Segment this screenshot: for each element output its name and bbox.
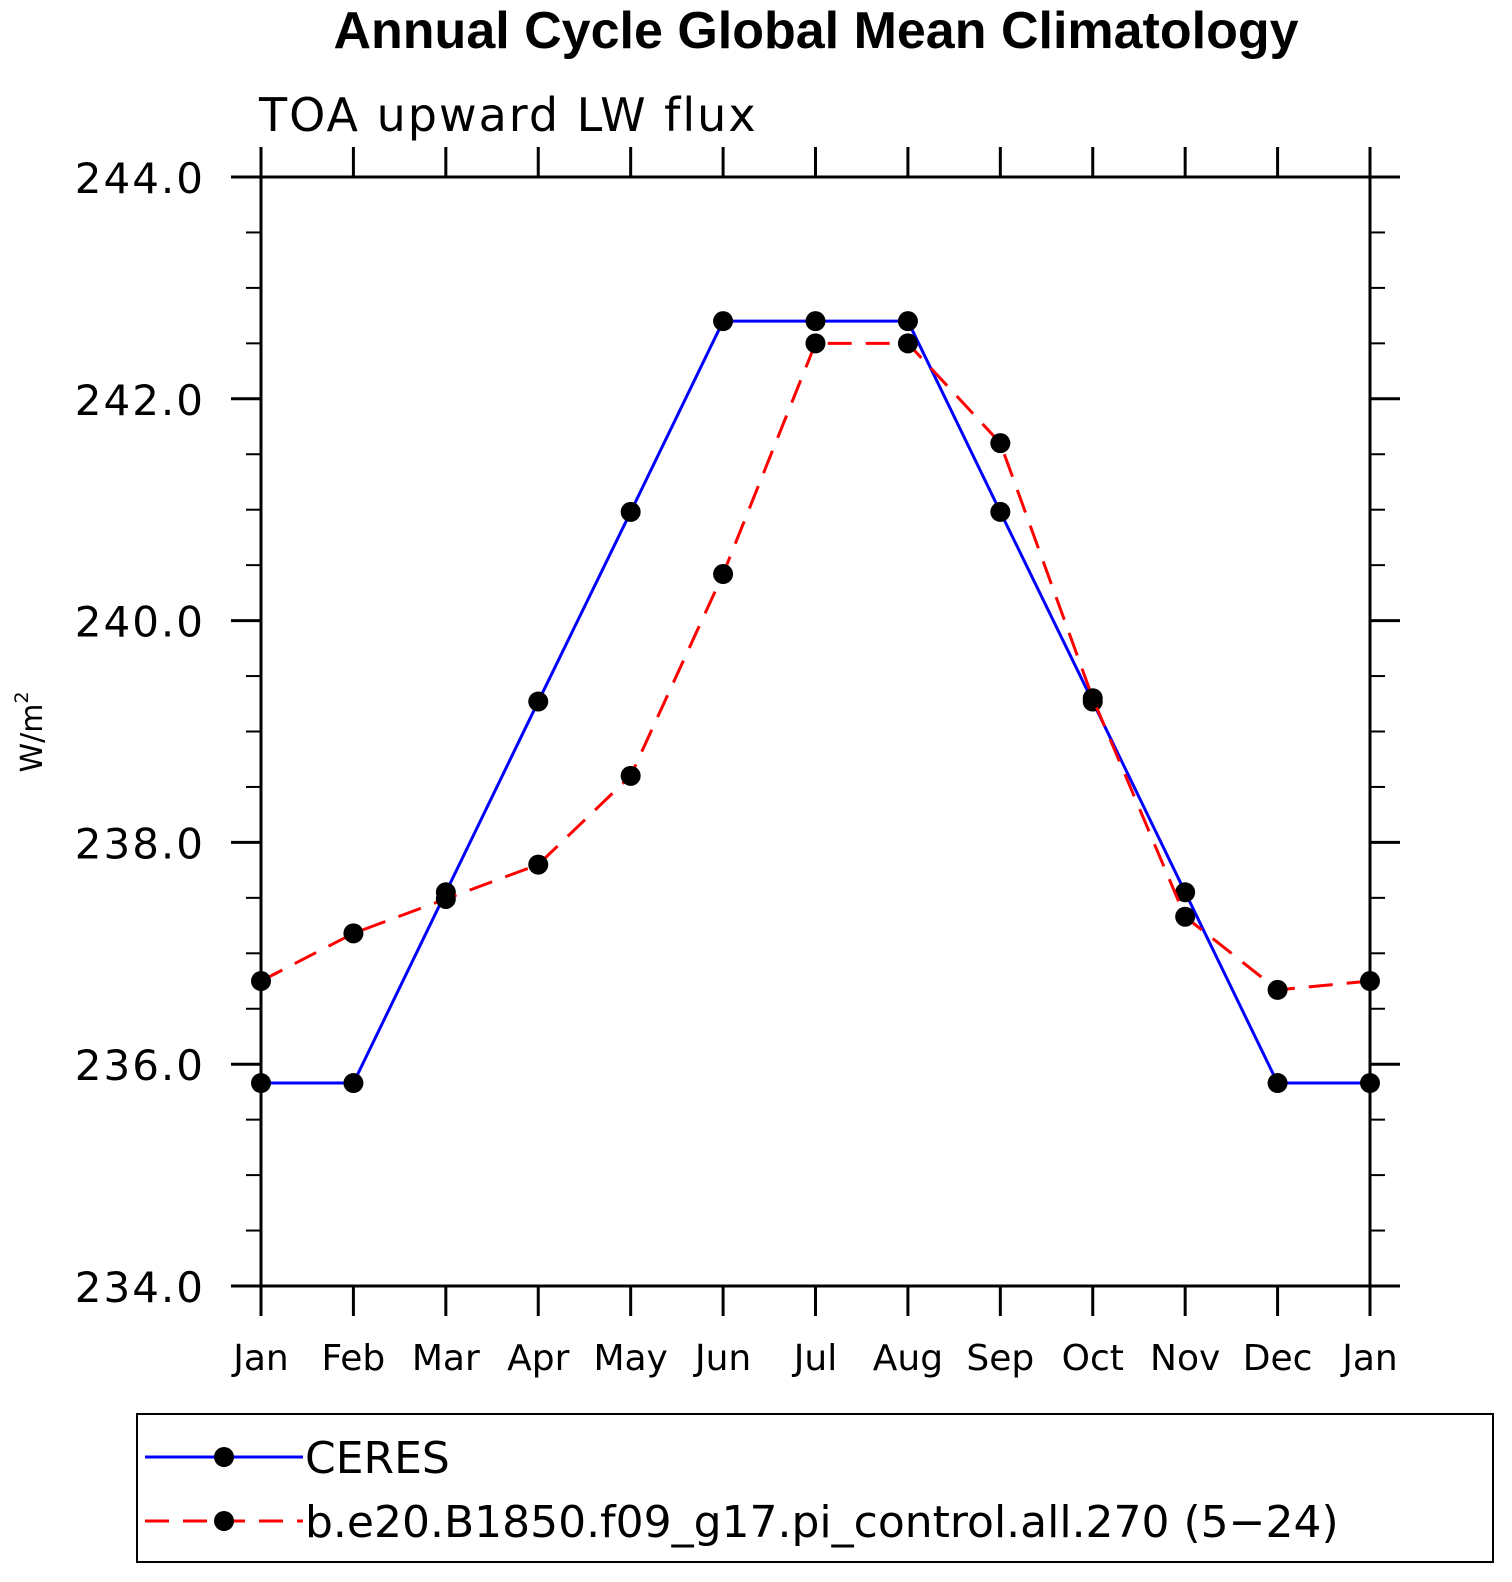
series-2-point (528, 854, 549, 875)
x-tick-label: Mar (412, 1338, 480, 1379)
series-2-point (1267, 979, 1288, 1000)
axis-ticks (231, 147, 1400, 1316)
tick-labels: 234.0 236.0 238.0 240.0 242.0 244.0 Jan Feb Mar A… (75, 154, 1398, 1379)
y-axis-label: W/m2 (11, 691, 50, 772)
x-tick-label: Nov (1150, 1338, 1220, 1379)
series-1-point (620, 501, 641, 522)
legend-label-1: CERES (305, 1433, 450, 1484)
x-tick-label: Aug (873, 1338, 943, 1379)
y-axis-label-text: W/m (15, 704, 50, 773)
series-1-point (990, 501, 1011, 522)
series-2-point (805, 333, 826, 354)
legend-entries: CERES b.e20.B1850.f09_g17.pi_control.all.… (145, 1433, 1339, 1548)
series-line-2 (260, 341, 1371, 992)
legend-box (136, 1413, 1494, 1563)
chart-subtitle: TOA upward LW flux (258, 88, 758, 142)
y-tick-label: 242.0 (75, 376, 205, 425)
x-tick-label: Dec (1243, 1338, 1313, 1379)
x-tick-label: Oct (1062, 1338, 1124, 1379)
series-1-point (343, 1073, 364, 1094)
y-tick-label: 240.0 (75, 598, 205, 647)
y-tick-label: 244.0 (75, 154, 205, 203)
x-tick-label: Feb (322, 1338, 386, 1379)
series-1-point (1267, 1073, 1288, 1094)
series-1-point (713, 311, 734, 332)
chart-title: Annual Cycle Global Mean Climatology (333, 2, 1298, 60)
series-2-point (435, 888, 456, 909)
legend-marker-2 (214, 1511, 234, 1531)
x-tick-label: Sep (966, 1338, 1034, 1379)
data-series (251, 311, 1380, 1094)
legend-marker-1 (214, 1447, 234, 1467)
series-2-point (990, 433, 1011, 454)
legend-label-2: b.e20.B1850.f09_g17.pi_control.all.270 (… (305, 1497, 1339, 1548)
x-tick-label: Jun (693, 1338, 751, 1379)
plot-frame (259, 175, 1372, 1288)
x-tick-label: May (593, 1338, 667, 1379)
x-tick-label: Jul (792, 1338, 837, 1379)
x-tick-label: Apr (507, 1338, 569, 1379)
series-1-point (528, 691, 549, 712)
series-2-point (897, 333, 918, 354)
series-2-point (1082, 688, 1103, 709)
y-tick-label: 238.0 (75, 819, 205, 868)
x-tick-label: Jan (231, 1338, 289, 1379)
legend: CERES b.e20.B1850.f09_g17.pi_control.all.… (136, 1413, 1494, 1563)
y-tick-label: 236.0 (75, 1041, 205, 1090)
series-1-point (805, 311, 826, 332)
series-2-point (343, 923, 364, 944)
series-2-point (1175, 906, 1196, 927)
y-tick-label: 234.0 (75, 1263, 205, 1312)
series-1-point (1175, 882, 1196, 903)
series-2-point (713, 564, 734, 585)
series-2-point (620, 765, 641, 786)
y-axis-label-superscript: 2 (11, 691, 33, 703)
x-tick-label: Jan (1340, 1338, 1398, 1379)
series-line-1 (261, 319, 1370, 1085)
series-1-point (897, 311, 918, 332)
